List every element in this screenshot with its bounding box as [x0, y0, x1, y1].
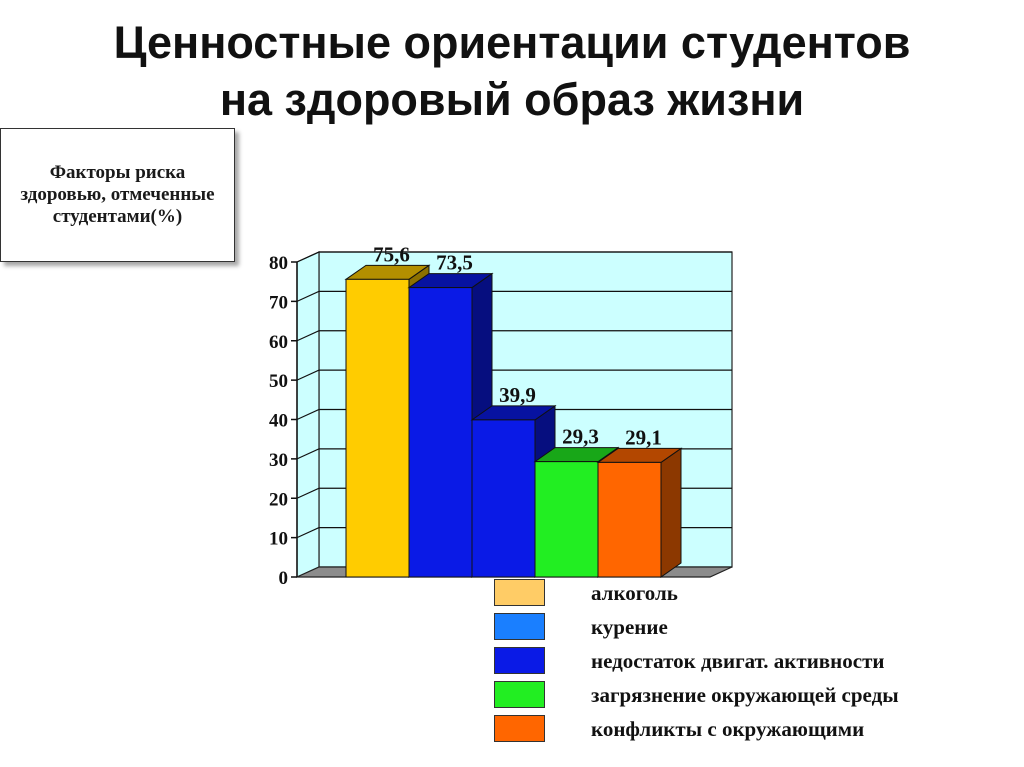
gridline [296, 330, 732, 342]
y-tick-label: 80 [269, 253, 288, 274]
y-tick-label: 20 [269, 489, 288, 510]
chart-caption-text: Факторы риска здоровью, отмеченные студе… [20, 162, 215, 227]
legend-item: недостаток двигат. активности [494, 647, 1014, 677]
slide-title-line-1: Ценностные ориентации студентов [113, 17, 911, 68]
gridline [296, 408, 732, 421]
bar-5 [597, 461, 662, 578]
y-tick-label: 50 [269, 371, 288, 392]
slide-title-line-2: на здоровый образ жизни [219, 74, 805, 125]
legend-swatch [494, 613, 545, 640]
data-label-5: 29,1 [625, 425, 662, 449]
legend-label: курение [591, 615, 668, 639]
y-tick-label: 30 [269, 450, 288, 471]
legend-item: загрязнение окружающей среды [494, 681, 1014, 711]
gridline [296, 251, 732, 263]
legend-item: алкоголь [494, 579, 1014, 609]
y-tick-label: 0 [279, 568, 289, 589]
bar-4 [534, 461, 599, 578]
legend-label: алкоголь [591, 581, 678, 605]
y-tick-label: 10 [269, 529, 288, 550]
legend-label: недостаток двигат. активности [591, 649, 885, 673]
legend-swatch [494, 579, 545, 606]
data-label-3: 39,9 [499, 383, 536, 407]
bar-side-5 [660, 447, 682, 578]
legend-label: загрязнение окружающей среды [591, 683, 899, 707]
bar-2 [408, 287, 473, 578]
data-label-1: 75,6 [373, 242, 410, 266]
bar-1 [345, 278, 410, 578]
chart-caption-box: Факторы риска здоровью, отмеченные студе… [0, 128, 235, 262]
y-tick-label: 60 [269, 332, 288, 353]
legend-swatch [494, 647, 545, 674]
gridline [296, 369, 732, 381]
data-label-2: 73,5 [436, 251, 473, 275]
legend-label: конфликты с окружающими [591, 717, 865, 741]
legend-item: курение [494, 613, 1014, 643]
legend-swatch [494, 715, 545, 742]
y-tick-label: 70 [269, 292, 288, 313]
legend-swatch [494, 681, 545, 708]
legend-item: конфликты с окружающими [494, 715, 1014, 745]
bar-3 [471, 419, 536, 578]
gridline [296, 290, 732, 302]
data-label-4: 29,3 [562, 425, 599, 449]
y-tick-label: 40 [269, 411, 288, 432]
slide-title: Ценностные ориентации студентов на здоро… [0, 14, 1024, 128]
